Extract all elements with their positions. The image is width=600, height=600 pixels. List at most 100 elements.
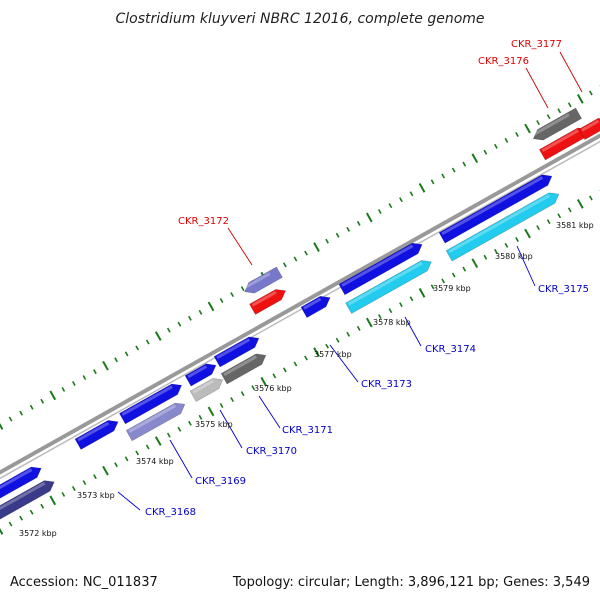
gene-features	[0, 107, 600, 524]
gene-arrow-f13[interactable]	[338, 242, 423, 296]
minor-tick	[230, 397, 234, 403]
gene-label-ckr-3175[interactable]: CKR_3175	[538, 284, 589, 295]
minor-tick	[557, 213, 562, 219]
gene-arrow-f11[interactable]	[249, 289, 287, 315]
minor-tick	[19, 515, 23, 521]
gene-arrow-highlight	[532, 113, 570, 136]
major-tick	[524, 228, 531, 239]
minor-tick	[515, 131, 519, 137]
gene-label-ckr-3169[interactable]: CKR_3169	[195, 476, 246, 487]
gene-arrow-f19[interactable]	[578, 117, 600, 141]
gene-arrow-f1[interactable]	[0, 466, 42, 503]
minor-tick	[188, 420, 192, 426]
minor-tick	[240, 286, 245, 292]
gene-label-ckr-3177[interactable]: CKR_3177	[511, 39, 562, 50]
gene-arrow-f4[interactable]	[118, 383, 183, 425]
minor-tick	[230, 292, 234, 298]
inner-tick-row	[0, 190, 600, 535]
minor-tick	[82, 480, 87, 486]
minor-tick	[388, 308, 393, 314]
gene-arrow-f15[interactable]	[438, 174, 553, 244]
gene-arrow-f7[interactable]	[189, 378, 224, 403]
gene-label-ckr-3176[interactable]: CKR_3176	[478, 56, 529, 67]
tick-label: 3576 kbp	[254, 384, 292, 393]
minor-tick	[219, 298, 224, 303]
minor-tick	[283, 367, 287, 373]
gene-arrow-f5[interactable]	[125, 402, 186, 442]
minor-tick	[198, 309, 203, 315]
major-tick	[49, 495, 57, 506]
minor-tick	[71, 486, 76, 491]
minor-tick	[462, 161, 467, 167]
gene-arrow-highlight	[223, 355, 258, 376]
major-tick	[0, 422, 4, 430]
minor-tick	[356, 325, 361, 331]
gene-arrow-f17[interactable]	[532, 107, 583, 141]
minor-tick	[177, 321, 182, 327]
minor-tick	[19, 410, 23, 416]
gene-arrow-f14[interactable]	[345, 260, 432, 314]
major-tick	[49, 390, 57, 401]
gene-arrow-highlight	[121, 385, 173, 416]
genome-summary-text: Topology: circular; Length: 3,896,121 bp…	[232, 575, 590, 590]
gene-arrow-highlight	[347, 261, 423, 306]
minor-tick	[588, 195, 593, 201]
minor-tick	[546, 219, 551, 225]
gene-arrow-highlight	[251, 290, 277, 307]
minor-tick	[145, 339, 150, 345]
leader-line	[559, 51, 583, 93]
minor-tick	[557, 108, 562, 114]
gene-label-ckr-3174[interactable]: CKR_3174	[425, 344, 476, 355]
minor-tick	[399, 302, 403, 308]
gene-arrow-f9[interactable]	[220, 353, 267, 385]
gene-arrow-f12[interactable]	[300, 295, 331, 319]
accession-text: Accession: NC_011837	[10, 575, 158, 590]
gene-arrow-f10[interactable]	[244, 266, 283, 294]
gene-label-ckr-3172[interactable]: CKR_3172	[178, 216, 229, 227]
major-tick	[471, 153, 479, 164]
leader-line	[525, 67, 549, 109]
minor-tick	[430, 284, 435, 290]
leader-line	[329, 344, 359, 383]
minor-tick	[8, 521, 13, 527]
tick-label: 3575 kbp	[195, 420, 233, 429]
minor-tick	[61, 386, 66, 392]
minor-tick	[188, 315, 192, 321]
major-tick	[576, 199, 584, 209]
major-tick	[313, 347, 320, 357]
gene-arrow-f3[interactable]	[74, 420, 119, 450]
major-tick	[365, 212, 373, 223]
minor-tick	[346, 226, 351, 232]
gene-arrow-f2[interactable]	[0, 480, 55, 524]
gene-label-ckr-3168[interactable]: CKR_3168	[145, 507, 196, 518]
minor-tick	[483, 254, 488, 260]
gene-label-ckr-3173[interactable]: CKR_3173	[361, 379, 412, 390]
gene-arrow-highlight	[441, 176, 544, 236]
minor-tick	[304, 250, 308, 256]
minor-tick	[61, 491, 66, 497]
gene-arrow-highlight	[541, 129, 579, 152]
minor-tick	[377, 314, 382, 320]
minor-tick	[325, 238, 329, 244]
gene-arrow-f6[interactable]	[184, 363, 217, 387]
gene-arrow-highlight	[243, 272, 271, 290]
minor-tick	[283, 262, 287, 268]
gene-label-ckr-3171[interactable]: CKR_3171	[282, 425, 333, 436]
tick-label: 3579 kbp	[433, 284, 471, 293]
tick-label: 3572 kbp	[19, 529, 57, 538]
major-tick	[102, 465, 109, 476]
major-tick	[365, 317, 373, 328]
gene-arrow-f8[interactable]	[213, 336, 260, 368]
minor-tick	[304, 355, 308, 361]
major-tick	[207, 301, 215, 312]
minor-tick	[325, 343, 329, 349]
leader-line	[258, 395, 281, 429]
minor-tick	[198, 414, 203, 420]
minor-tick	[409, 296, 414, 302]
minor-tick	[177, 426, 182, 432]
minor-tick	[388, 203, 393, 209]
minor-tick	[335, 232, 340, 238]
minor-tick	[494, 143, 498, 149]
gene-label-ckr-3170[interactable]: CKR_3170	[246, 446, 297, 457]
gene-arrow-f16[interactable]	[445, 192, 560, 262]
